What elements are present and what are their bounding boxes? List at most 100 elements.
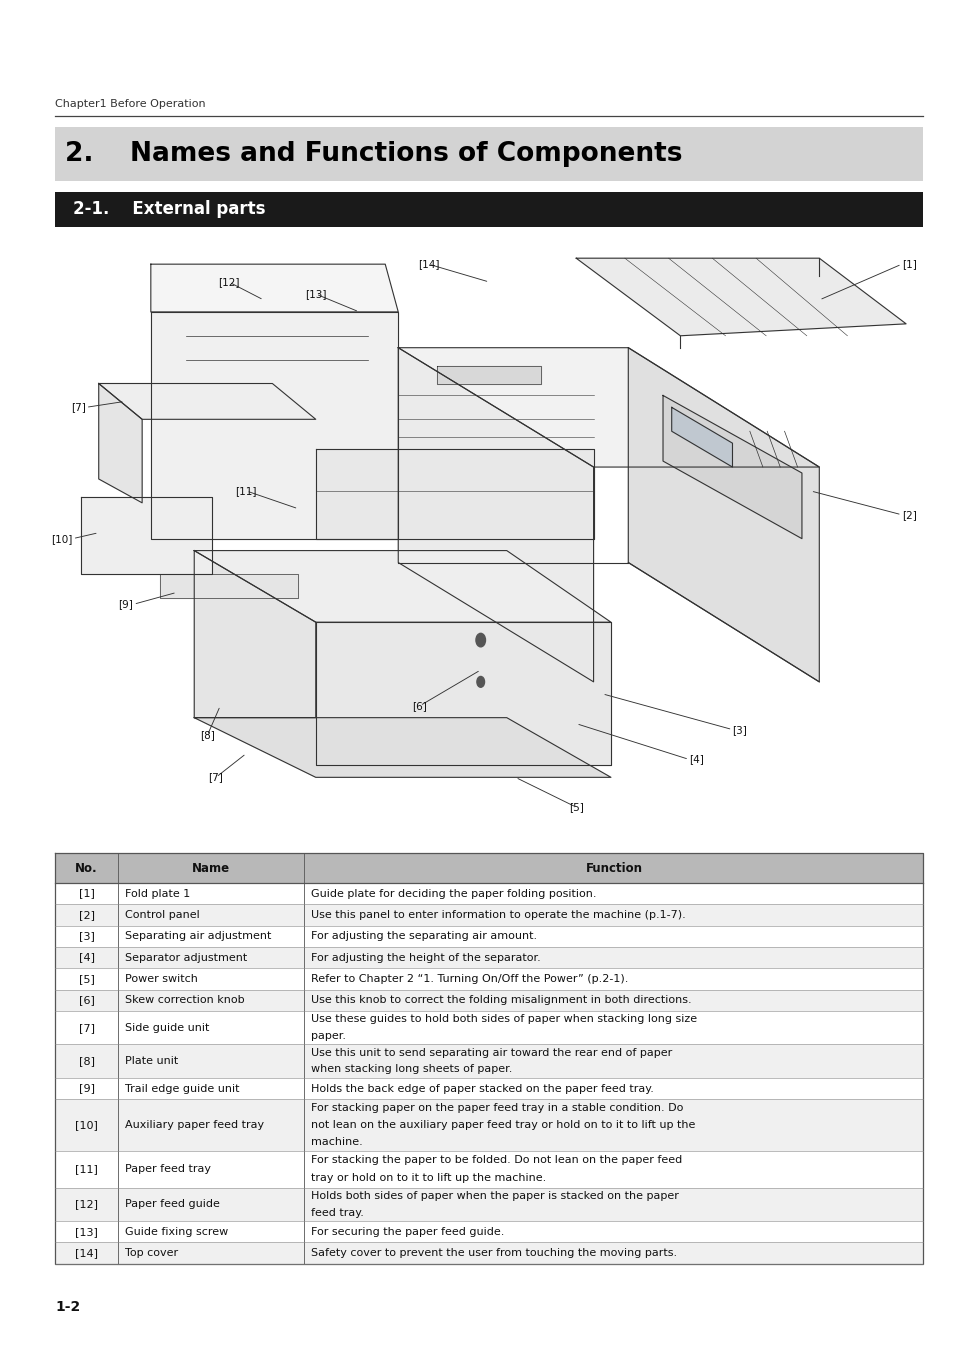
Text: No.: No. bbox=[75, 861, 98, 875]
FancyBboxPatch shape bbox=[55, 1188, 923, 1220]
Text: Use these guides to hold both sides of paper when stacking long size: Use these guides to hold both sides of p… bbox=[311, 1014, 697, 1025]
Text: [3]: [3] bbox=[732, 725, 746, 734]
Text: Use this panel to enter information to operate the machine (p.1-7).: Use this panel to enter information to o… bbox=[311, 910, 685, 919]
FancyBboxPatch shape bbox=[55, 1152, 923, 1188]
Text: [1]: [1] bbox=[78, 888, 94, 899]
FancyBboxPatch shape bbox=[55, 883, 923, 905]
Text: Chapter1 Before Operation: Chapter1 Before Operation bbox=[55, 99, 206, 108]
Text: [10]: [10] bbox=[51, 533, 72, 544]
Text: Paper feed tray: Paper feed tray bbox=[125, 1164, 211, 1174]
Text: [4]: [4] bbox=[688, 755, 703, 764]
FancyBboxPatch shape bbox=[55, 1220, 923, 1242]
Text: Use this unit to send separating air toward the rear end of paper: Use this unit to send separating air tow… bbox=[311, 1048, 672, 1058]
Polygon shape bbox=[194, 551, 610, 622]
Text: Guide plate for deciding the paper folding position.: Guide plate for deciding the paper foldi… bbox=[311, 888, 596, 899]
Polygon shape bbox=[662, 396, 801, 539]
Text: [4]: [4] bbox=[78, 953, 94, 963]
Text: machine.: machine. bbox=[311, 1138, 362, 1148]
FancyBboxPatch shape bbox=[55, 926, 923, 946]
Polygon shape bbox=[397, 348, 593, 682]
Text: [1]: [1] bbox=[901, 259, 916, 269]
Text: Holds the back edge of paper stacked on the paper feed tray.: Holds the back edge of paper stacked on … bbox=[311, 1084, 654, 1094]
Text: [5]: [5] bbox=[78, 973, 94, 984]
Polygon shape bbox=[99, 383, 315, 420]
Text: [11]: [11] bbox=[235, 486, 256, 495]
Polygon shape bbox=[99, 383, 142, 502]
Polygon shape bbox=[159, 575, 298, 598]
Text: feed tray.: feed tray. bbox=[311, 1208, 364, 1218]
Text: not lean on the auxiliary paper feed tray or hold on to it to lift up the: not lean on the auxiliary paper feed tra… bbox=[311, 1120, 695, 1130]
Text: paper.: paper. bbox=[311, 1031, 346, 1041]
Text: [10]: [10] bbox=[75, 1120, 98, 1130]
FancyBboxPatch shape bbox=[55, 946, 923, 968]
Text: For stacking the paper to be folded. Do not lean on the paper feed: For stacking the paper to be folded. Do … bbox=[311, 1156, 681, 1165]
Polygon shape bbox=[576, 258, 905, 336]
Text: Auxiliary paper feed tray: Auxiliary paper feed tray bbox=[125, 1120, 263, 1130]
Text: Refer to Chapter 2 “1. Turning On/Off the Power” (p.2-1).: Refer to Chapter 2 “1. Turning On/Off th… bbox=[311, 973, 628, 984]
FancyBboxPatch shape bbox=[55, 1045, 923, 1077]
Text: [3]: [3] bbox=[78, 931, 94, 941]
Text: [5]: [5] bbox=[568, 802, 583, 813]
FancyBboxPatch shape bbox=[55, 1077, 923, 1099]
Circle shape bbox=[476, 676, 484, 687]
Text: For stacking paper on the paper feed tray in a stable condition. Do: For stacking paper on the paper feed tra… bbox=[311, 1103, 683, 1112]
Text: Skew correction knob: Skew correction knob bbox=[125, 995, 244, 1006]
FancyBboxPatch shape bbox=[55, 1099, 923, 1152]
Text: [8]: [8] bbox=[199, 730, 214, 741]
Polygon shape bbox=[151, 265, 397, 312]
Text: Top cover: Top cover bbox=[125, 1247, 177, 1258]
Polygon shape bbox=[194, 718, 610, 778]
FancyBboxPatch shape bbox=[55, 904, 923, 926]
Text: [2]: [2] bbox=[78, 910, 94, 919]
Text: [12]: [12] bbox=[218, 277, 239, 288]
Text: 2.    Names and Functions of Components: 2. Names and Functions of Components bbox=[65, 140, 681, 167]
Text: [13]: [13] bbox=[305, 289, 326, 298]
Text: tray or hold on to it to lift up the machine.: tray or hold on to it to lift up the mac… bbox=[311, 1173, 546, 1184]
FancyBboxPatch shape bbox=[55, 968, 923, 990]
Text: 1-2: 1-2 bbox=[55, 1300, 80, 1314]
FancyBboxPatch shape bbox=[55, 1011, 923, 1045]
FancyBboxPatch shape bbox=[55, 127, 923, 181]
Polygon shape bbox=[436, 366, 541, 383]
Text: For adjusting the separating air amount.: For adjusting the separating air amount. bbox=[311, 931, 537, 941]
Text: [2]: [2] bbox=[901, 510, 916, 520]
Text: [7]: [7] bbox=[209, 772, 223, 783]
FancyBboxPatch shape bbox=[55, 990, 923, 1011]
Circle shape bbox=[476, 633, 485, 647]
Polygon shape bbox=[315, 622, 610, 765]
Polygon shape bbox=[81, 497, 212, 575]
Polygon shape bbox=[671, 408, 732, 467]
Text: Separating air adjustment: Separating air adjustment bbox=[125, 931, 271, 941]
Text: [7]: [7] bbox=[78, 1022, 94, 1033]
Text: [9]: [9] bbox=[118, 599, 133, 609]
Text: Side guide unit: Side guide unit bbox=[125, 1022, 209, 1033]
FancyBboxPatch shape bbox=[55, 853, 923, 883]
Text: Power switch: Power switch bbox=[125, 973, 197, 984]
Text: Fold plate 1: Fold plate 1 bbox=[125, 888, 190, 899]
Text: For adjusting the height of the separator.: For adjusting the height of the separato… bbox=[311, 953, 540, 963]
Text: [8]: [8] bbox=[78, 1056, 94, 1066]
Text: [12]: [12] bbox=[75, 1199, 98, 1210]
Text: For securing the paper feed guide.: For securing the paper feed guide. bbox=[311, 1227, 504, 1237]
Text: Guide fixing screw: Guide fixing screw bbox=[125, 1227, 228, 1237]
FancyBboxPatch shape bbox=[55, 192, 923, 227]
Text: [6]: [6] bbox=[78, 995, 94, 1006]
FancyBboxPatch shape bbox=[55, 1242, 923, 1264]
Text: [14]: [14] bbox=[75, 1247, 98, 1258]
Polygon shape bbox=[397, 348, 819, 467]
Text: Use this knob to correct the folding misalignment in both directions.: Use this knob to correct the folding mis… bbox=[311, 995, 691, 1006]
Text: Safety cover to prevent the user from touching the moving parts.: Safety cover to prevent the user from to… bbox=[311, 1247, 677, 1258]
Text: Paper feed guide: Paper feed guide bbox=[125, 1199, 219, 1210]
Text: [9]: [9] bbox=[78, 1084, 94, 1094]
Text: Control panel: Control panel bbox=[125, 910, 199, 919]
Text: Holds both sides of paper when the paper is stacked on the paper: Holds both sides of paper when the paper… bbox=[311, 1191, 679, 1202]
Text: Trail edge guide unit: Trail edge guide unit bbox=[125, 1084, 239, 1094]
Polygon shape bbox=[194, 551, 315, 718]
Text: Name: Name bbox=[192, 861, 230, 875]
Text: Plate unit: Plate unit bbox=[125, 1056, 177, 1066]
Text: Separator adjustment: Separator adjustment bbox=[125, 953, 247, 963]
Text: [6]: [6] bbox=[412, 701, 427, 710]
Text: when stacking long sheets of paper.: when stacking long sheets of paper. bbox=[311, 1064, 512, 1075]
Polygon shape bbox=[151, 312, 397, 539]
Text: [7]: [7] bbox=[71, 402, 86, 412]
